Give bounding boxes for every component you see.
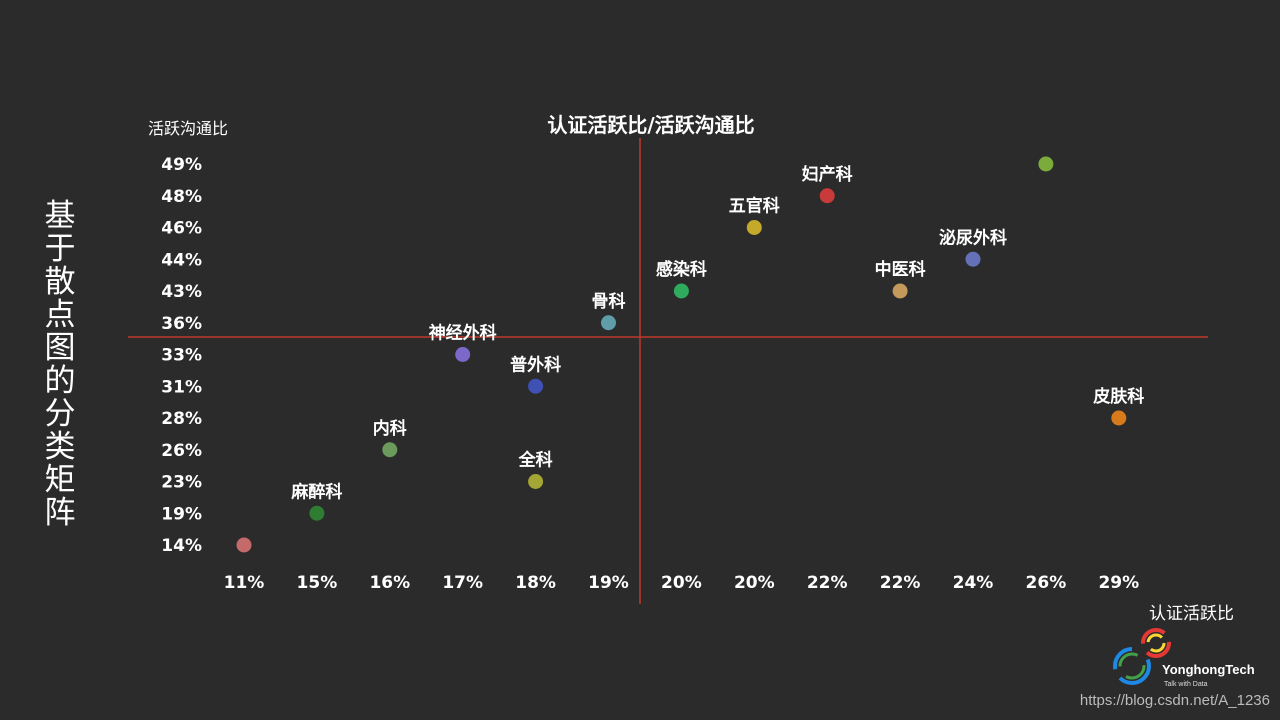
point-label: 内科 [373, 418, 407, 439]
point-label: 五官科 [729, 196, 780, 217]
scatter-point [673, 283, 689, 299]
scatter-point [455, 347, 471, 362]
scatter-point [382, 442, 398, 458]
scatter-point [528, 474, 544, 489]
point-label: 麻醉科 [290, 481, 342, 502]
y-tick-label: 48% [161, 187, 202, 207]
point-label: 皮肤科 [1093, 386, 1144, 407]
x-axis-ticks: 11% 15% 16% 17% 18% 19% 20% 20% 22% 22% 24% 26% 29% [224, 573, 1140, 593]
yonghong-logo [1113, 628, 1171, 685]
x-tick-label: 16% [369, 573, 410, 593]
x-tick-label: 24% [953, 573, 994, 593]
x-tick-label: 29% [1098, 573, 1139, 593]
point-label: 骨科 [592, 291, 626, 312]
x-tick-label: 19% [588, 573, 629, 593]
y-tick-label: 49% [161, 155, 202, 175]
scatter-point [819, 188, 835, 204]
point-label: 感染科 [656, 259, 707, 280]
point-label: 妇产科 [801, 164, 853, 185]
y-tick-label: 31% [161, 377, 202, 397]
scatter-point [528, 378, 544, 394]
point-label: 普外科 [510, 354, 561, 375]
y-axis-label: 活跃沟通比 [148, 119, 228, 138]
scatter-point [236, 537, 252, 553]
x-tick-label: 22% [880, 573, 921, 593]
watermark-url: https://blog.csdn.net/A_1236 [1079, 692, 1270, 709]
chart-title: 认证活跃比/活跃沟通比 [547, 113, 754, 137]
x-tick-label: 17% [442, 573, 483, 593]
scatter-point [309, 505, 325, 521]
scatter-point [965, 251, 981, 267]
y-tick-label: 19% [161, 504, 202, 524]
scatter-point [1111, 410, 1127, 426]
scatter-point [601, 315, 616, 331]
x-tick-label: 11% [224, 573, 265, 593]
slide-vertical-title: 基于散点图的分类矩阵 [44, 198, 76, 531]
y-tick-label: 43% [161, 282, 202, 302]
y-tick-label: 36% [161, 314, 202, 334]
y-axis-ticks: 49% 48% 46% 44% 43% 36% 33% 31% 28% 26% 23% 19% 14% [161, 155, 202, 556]
x-tick-label: 15% [297, 573, 338, 593]
brand-tagline: Talk with Data [1164, 681, 1208, 688]
y-tick-label: 46% [161, 219, 202, 239]
x-tick-label: 18% [515, 573, 556, 593]
point-label: 泌尿外科 [939, 227, 1007, 248]
point-label: 中医科 [875, 259, 926, 280]
y-tick-label: 26% [161, 441, 202, 461]
scatter-point [1038, 156, 1054, 172]
x-tick-label: 22% [807, 573, 848, 593]
x-tick-label: 26% [1026, 573, 1067, 593]
x-tick-label: 20% [661, 573, 702, 593]
y-tick-label: 44% [161, 250, 202, 270]
y-tick-label: 33% [161, 346, 202, 366]
y-tick-label: 23% [161, 473, 202, 493]
point-label: 全科 [518, 450, 553, 471]
y-tick-label: 14% [161, 536, 202, 556]
x-tick-label: 20% [734, 573, 775, 593]
scatter-point [892, 283, 908, 299]
brand-name: YonghongTech [1162, 662, 1255, 677]
point-label: 神经外科 [429, 323, 497, 344]
scatter-point [746, 220, 762, 235]
y-tick-label: 28% [161, 409, 202, 429]
x-axis-label: 认证活跃比 [1149, 604, 1234, 624]
